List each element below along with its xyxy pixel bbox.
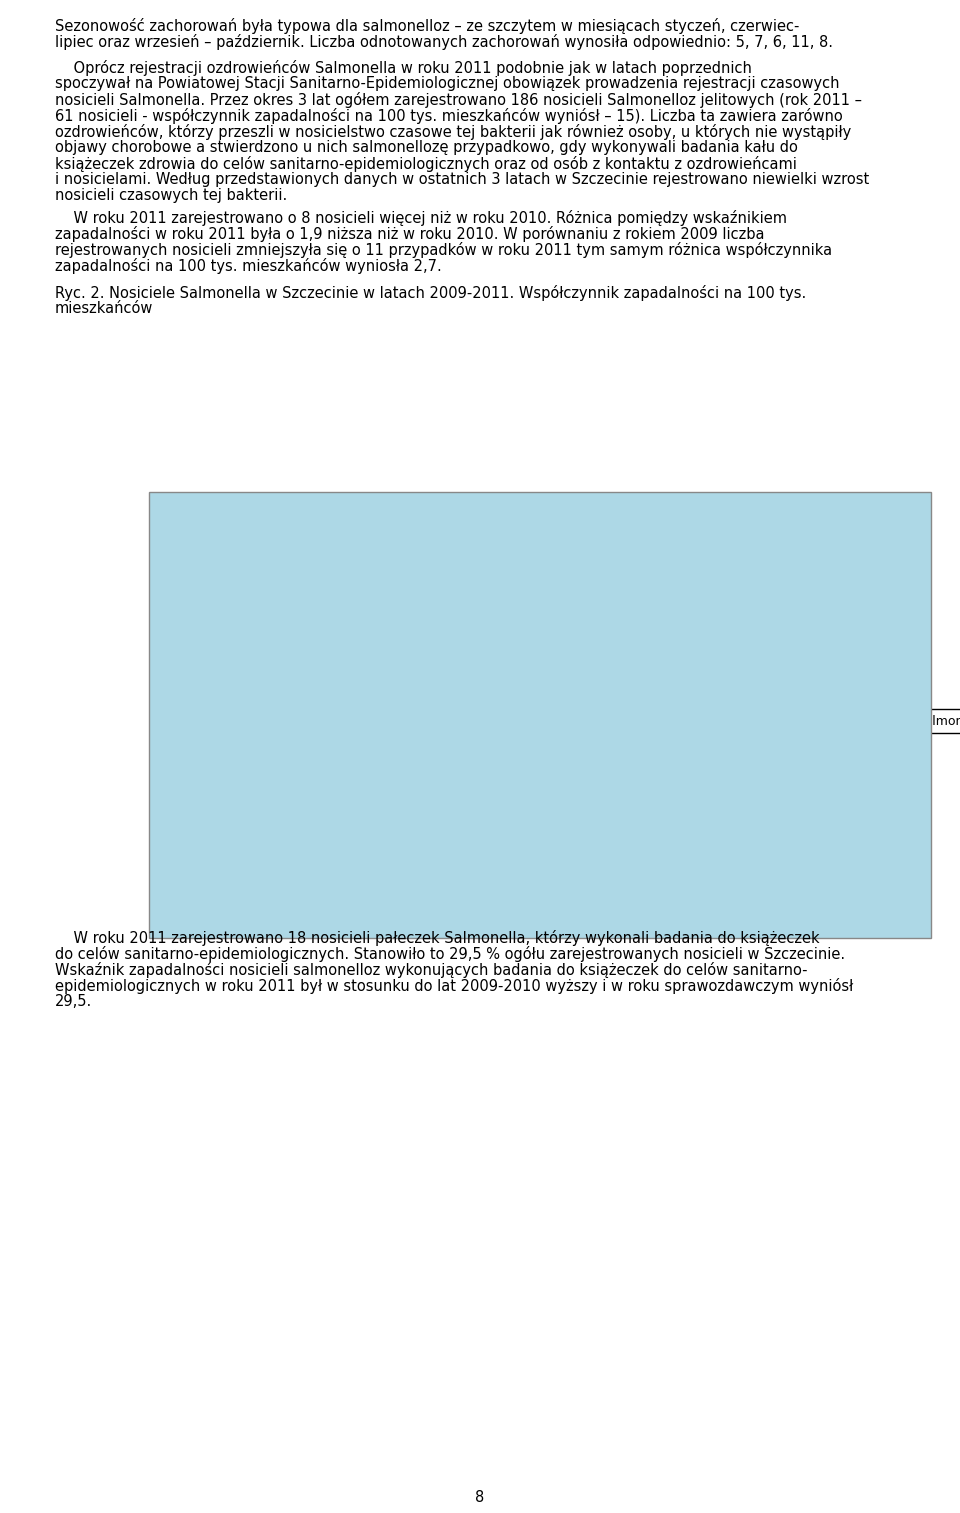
Text: Ryc. 2. Nosiciele Salmonella w Szczecinie w latach 2009-2011. Współczynnik zapad: Ryc. 2. Nosiciele Salmonella w Szczecini… bbox=[55, 284, 806, 301]
Text: zapadalności w roku 2011 była o 1,9 niższa niż w roku 2010. W porównaniu z rokie: zapadalności w roku 2011 była o 1,9 niżs… bbox=[55, 225, 764, 242]
Text: 8: 8 bbox=[475, 1490, 485, 1505]
Text: do celów sanitarno-epidemiologicznych. Stanowiło to 29,5 % ogółu zarejestrowanyc: do celów sanitarno-epidemiologicznych. S… bbox=[55, 946, 845, 962]
Polygon shape bbox=[600, 598, 685, 607]
Text: lipiec oraz wrzesień – październik. Liczba odnotowanych zachorowań wynosiła odpo: lipiec oraz wrzesień – październik. Licz… bbox=[55, 33, 832, 50]
Text: książeczek zdrowia do celów sanitarno-epidemiologicznych oraz od osób z kontaktu: książeczek zdrowia do celów sanitarno-ep… bbox=[55, 156, 797, 172]
Y-axis label: współczynni zapadalności
na 100 tys. mieszkańców: współczynni zapadalności na 100 tys. mie… bbox=[184, 645, 212, 797]
Text: W roku 2011 zarejestrowano 18 nosicieli pałeczek Salmonella, którzy wykonali bad: W roku 2011 zarejestrowano 18 nosicieli … bbox=[55, 930, 819, 946]
Polygon shape bbox=[671, 598, 685, 893]
X-axis label: rok: rok bbox=[497, 924, 525, 940]
Text: mieszkańców: mieszkańców bbox=[55, 301, 153, 316]
Bar bbox=[280, 555, 352, 893]
Text: Sezonowość zachorowań była typowa dla salmonelloz – ze szczytem w miesiącach sty: Sezonowość zachorowań była typowa dla sa… bbox=[55, 18, 799, 33]
Text: Wskaźnik zapadalności nosicieli salmonelloz wykonujących badania do książeczek d: Wskaźnik zapadalności nosicieli salmonel… bbox=[55, 962, 807, 977]
Bar bbox=[600, 607, 671, 893]
Text: Oprócz rejestracji ozdrowieńców Salmonella w roku 2011 podobnie jak w latach pop: Oprócz rejestracji ozdrowieńców Salmonel… bbox=[55, 61, 752, 76]
Text: epidemiologicznych w roku 2011 był w stosunku do lat 2009-2010 wyższy i w roku s: epidemiologicznych w roku 2011 był w sto… bbox=[55, 977, 853, 994]
Text: spoczywał na Powiatowej Stacji Sanitarno-Epidemiologicznej obowiązek prowadzenia: spoczywał na Powiatowej Stacji Sanitarno… bbox=[55, 76, 839, 91]
Text: nosicieli czasowych tej bakterii.: nosicieli czasowych tej bakterii. bbox=[55, 188, 287, 203]
Polygon shape bbox=[352, 546, 367, 893]
Text: objawy chorobowe a stwierdzono u nich salmonellozę przypadkowo, gdy wykonywali b: objawy chorobowe a stwierdzono u nich sa… bbox=[55, 141, 798, 154]
Text: 13,1: 13,1 bbox=[462, 773, 491, 787]
Polygon shape bbox=[512, 634, 526, 893]
Polygon shape bbox=[441, 634, 526, 643]
Text: 61 nosicieli - współczynnik zapadalności na 100 tys. mieszkańców wyniósł – 15). : 61 nosicieli - współczynnik zapadalności… bbox=[55, 107, 843, 124]
Text: 15: 15 bbox=[627, 758, 644, 770]
Text: 17,7: 17,7 bbox=[301, 734, 331, 747]
Legend: Nosiciele Salmonella: Nosiciele Salmonella bbox=[827, 710, 960, 732]
Text: i nosicielami. Według przedstawionych danych w ostatnich 3 latach w Szczecinie r: i nosicielami. Według przedstawionych da… bbox=[55, 172, 869, 188]
Polygon shape bbox=[280, 546, 367, 555]
Bar bbox=[441, 643, 512, 893]
Text: zapadalności na 100 tys. mieszkańców wyniosła 2,7.: zapadalności na 100 tys. mieszkańców wyn… bbox=[55, 259, 442, 274]
Text: nosicieli Salmonella. Przez okres 3 lat ogółem zarejestrowano 186 nosicieli Salm: nosicieli Salmonella. Przez okres 3 lat … bbox=[55, 92, 862, 107]
Text: 29,5.: 29,5. bbox=[55, 994, 92, 1009]
Text: W roku 2011 zarejestrowano o 8 nosicieli więcej niż w roku 2010. Różnica pomiędz: W roku 2011 zarejestrowano o 8 nosicieli… bbox=[55, 210, 787, 225]
Text: rejestrowanych nosicieli zmniejszyła się o 11 przypadków w roku 2011 tym samym r: rejestrowanych nosicieli zmniejszyła się… bbox=[55, 242, 832, 259]
Text: ozdrowieńców, którzy przeszli w nosicielstwo czasowe tej bakterii jak również os: ozdrowieńców, którzy przeszli w nosiciel… bbox=[55, 124, 851, 141]
